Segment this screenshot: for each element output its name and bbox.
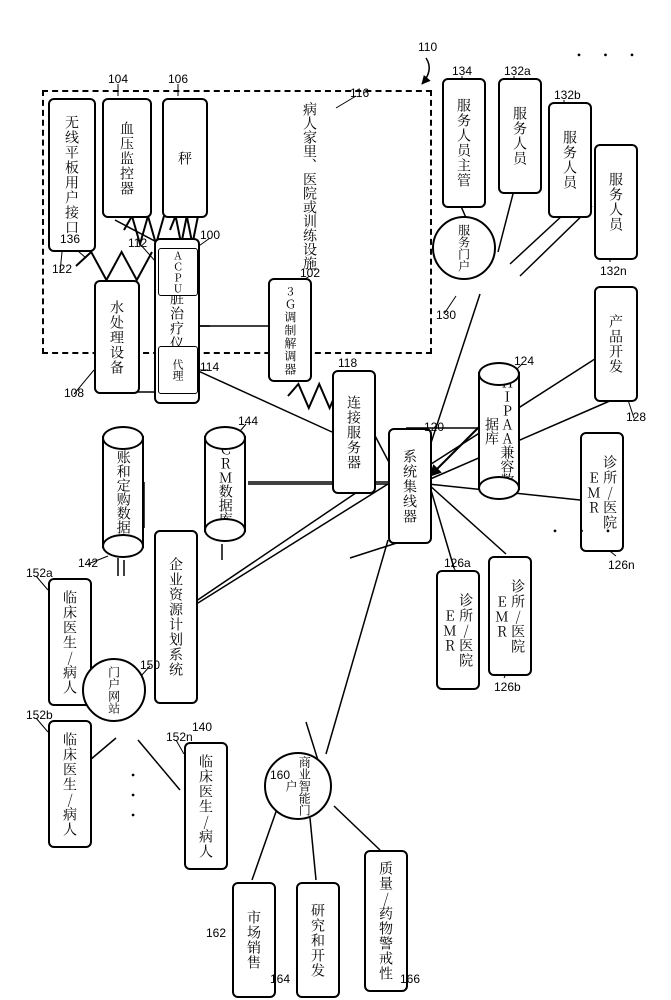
ref-134: 134 bbox=[452, 64, 472, 78]
db-crm: CRM数据库 bbox=[204, 426, 246, 542]
node-emr_b: 诊所/医院EMR bbox=[488, 556, 532, 676]
ref-126b: 126b bbox=[494, 680, 521, 694]
ellipsis-2: ••• bbox=[120, 766, 146, 826]
sub-agent: 代理 bbox=[158, 346, 198, 394]
ref-124: 124 bbox=[514, 354, 534, 368]
ref-132n: 132n bbox=[600, 264, 627, 278]
node-cp_b: 临床医生/病人 bbox=[48, 720, 92, 848]
portal-webportal-label: 门户网站 bbox=[107, 666, 120, 714]
node-svc_sup: 服务人员主管 bbox=[442, 78, 486, 208]
node-rnd-label: 研究和开发 bbox=[310, 903, 326, 978]
ref-130: 130 bbox=[436, 308, 456, 322]
ref-160: 160 bbox=[270, 768, 290, 782]
db-crm-label: CRM数据库 bbox=[217, 442, 232, 526]
ref-166: 166 bbox=[400, 972, 420, 986]
node-mkt-label: 市场销售 bbox=[246, 910, 262, 970]
ref-150: 150 bbox=[140, 658, 160, 672]
ref-152b: 152b bbox=[26, 708, 53, 722]
db-hipaa: HIPAA兼容数据库 bbox=[478, 362, 520, 500]
node-pd-label: 产品开发 bbox=[608, 314, 624, 374]
node-modem: 3G调制解调器 bbox=[268, 278, 312, 382]
ref-108: 108 bbox=[64, 386, 84, 400]
ref-132a: 132a bbox=[504, 64, 531, 78]
sub-acpu: ACPU bbox=[158, 248, 198, 296]
ref-144: 144 bbox=[238, 414, 258, 428]
dashed-region-label: 病人家里、医院或训练设施 bbox=[300, 102, 320, 270]
node-water-label: 水处理设备 bbox=[109, 300, 125, 375]
portal-biportal-label: 商业智能门户 bbox=[285, 754, 311, 818]
node-scale: 秤 bbox=[162, 98, 208, 218]
ref-114: 114 bbox=[200, 360, 219, 374]
node-erp-label: 企业资源计划系统 bbox=[168, 557, 184, 677]
ref-162: 162 bbox=[206, 926, 226, 940]
ref-122: 122 bbox=[52, 262, 72, 276]
node-conn: 连接服务器 bbox=[332, 370, 376, 494]
node-cp_n: 临床医生/病人 bbox=[184, 742, 228, 870]
node-tablet: 无线平板用户接口 bbox=[48, 98, 96, 252]
ref-142: 142 bbox=[78, 556, 98, 570]
ref-128: 128 bbox=[626, 410, 646, 424]
ref-152n: 152n bbox=[166, 730, 193, 744]
figure-ref-110: 110 bbox=[418, 40, 437, 54]
ref-118: 118 bbox=[338, 356, 357, 370]
node-pd: 产品开发 bbox=[594, 286, 638, 402]
ref-104: 104 bbox=[108, 72, 128, 86]
portal-svcportal: 服务门户 bbox=[432, 216, 496, 280]
node-emr_b-label: 诊所/医院EMR bbox=[494, 558, 526, 674]
ref-164: 164 bbox=[270, 972, 290, 986]
ref-136: 136 bbox=[60, 232, 80, 246]
node-bp: 血压监控器 bbox=[102, 98, 152, 218]
node-svc_a-label: 服务人员 bbox=[512, 106, 528, 166]
ref-140: 140 bbox=[192, 720, 212, 734]
node-svc_n-label: 服务人员 bbox=[608, 172, 624, 232]
node-hub-label: 系统集线器 bbox=[402, 449, 418, 524]
ref-100: 100 bbox=[200, 228, 220, 242]
node-tablet-label: 无线平板用户接口 bbox=[64, 115, 80, 235]
ref-126n: 126n bbox=[608, 558, 635, 572]
db-billing-label: 记账和定购数据库 bbox=[115, 436, 130, 548]
node-cp_n-label: 临床医生/病人 bbox=[198, 754, 214, 859]
node-svc_sup-label: 服务人员主管 bbox=[456, 98, 472, 188]
ref-112: 112 bbox=[128, 236, 147, 250]
portal-biportal: 商业智能门户 bbox=[264, 752, 332, 820]
node-cp_a-label: 临床医生/病人 bbox=[62, 590, 78, 695]
db-hipaa-label: HIPAA兼容数据库 bbox=[484, 372, 515, 490]
node-scale-label: 秤 bbox=[177, 151, 193, 166]
ellipsis-1: • • • bbox=[546, 518, 619, 544]
portal-webportal: 门户网站 bbox=[82, 658, 146, 722]
node-water: 水处理设备 bbox=[94, 280, 140, 394]
ref-102: 102 bbox=[300, 266, 320, 280]
ref-132b: 132b bbox=[554, 88, 581, 102]
node-svc_n: 服务人员 bbox=[594, 144, 638, 260]
node-rnd: 研究和开发 bbox=[296, 882, 340, 998]
node-svc_b: 服务人员 bbox=[548, 102, 592, 218]
ref-152a: 152a bbox=[26, 566, 53, 580]
node-bp-label: 血压监控器 bbox=[119, 121, 135, 196]
node-emr_a-label: 诊所/医院EMR bbox=[442, 572, 474, 688]
node-hub: 系统集线器 bbox=[388, 428, 432, 544]
node-qa: 质量/药物警戒性 bbox=[364, 850, 408, 992]
ref-120: 120 bbox=[424, 420, 444, 434]
node-qa-label: 质量/药物警戒性 bbox=[378, 861, 394, 981]
node-svc_b-label: 服务人员 bbox=[562, 130, 578, 190]
node-conn-label: 连接服务器 bbox=[346, 395, 362, 470]
ref-116: 116 bbox=[350, 86, 369, 100]
portal-svcportal-label: 服务门户 bbox=[457, 224, 470, 272]
ellipsis-0: • • • bbox=[570, 42, 643, 68]
node-emr_a: 诊所/医院EMR bbox=[436, 570, 480, 690]
node-modem-label: 3G调制解调器 bbox=[283, 285, 297, 376]
node-cp_b-label: 临床医生/病人 bbox=[62, 732, 78, 837]
ref-126a: 126a bbox=[444, 556, 471, 570]
ref-106: 106 bbox=[168, 72, 188, 86]
node-erp: 企业资源计划系统 bbox=[154, 530, 198, 704]
node-svc_a: 服务人员 bbox=[498, 78, 542, 194]
db-billing: 记账和定购数据库 bbox=[102, 426, 144, 558]
